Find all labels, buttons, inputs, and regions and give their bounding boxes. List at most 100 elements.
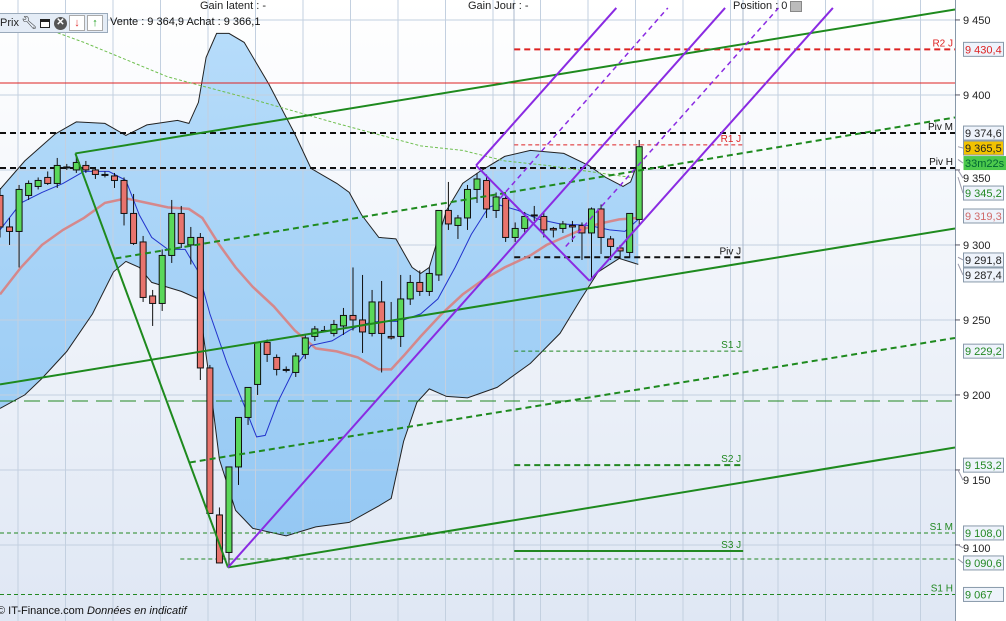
candle-body [568,224,576,228]
price-label-text: 9 430,4 [965,44,1002,56]
candle-body [53,164,61,184]
sell-arrow-down-icon[interactable]: ↓ [68,15,85,31]
wrench-icon[interactable]: 🔧︎ [20,15,38,30]
moving-average-long [0,197,639,371]
axis-tick-label: 9 150 [963,475,991,487]
candle-bullish [559,220,567,233]
bollinger-band-fill [0,33,639,536]
price-toolbar: Prix 🔧︎ ✕ ↓ ↑ [0,13,108,33]
candle-bullish [425,267,433,296]
footer: © IT-Finance.com Données en indicatif [0,605,187,617]
price-label-box [963,156,1006,171]
price-label-box [963,208,1004,224]
window-icon[interactable] [38,16,52,30]
level-label: S1 M [930,522,953,533]
candle-body [435,209,443,276]
candle-bearish [44,171,52,185]
price-label-pivot: 9 291,8 [963,252,1004,268]
price-label-box [963,555,1004,571]
price-label-text: 9 287,4 [965,270,1002,282]
price-label-box [963,343,1004,359]
candle-body [540,215,548,231]
pitchfork-line-solid [475,7,618,167]
candle-bullish [187,226,195,265]
level-label: S1 H [931,583,953,594]
gain-jour: Gain Jour : - [468,0,529,12]
candle-body [196,236,204,369]
candle-body [502,197,510,238]
price-label-pivot: 9 287,4 [963,267,1004,283]
candle-bullish [339,307,347,335]
candle-body [530,214,538,217]
price-label-text: 9 291,8 [965,255,1002,267]
axis-tick-label: 9 250 [963,315,991,327]
price-label-timer: 33m22s [963,156,1006,171]
candle-body [82,164,90,171]
price-label-ma: 9 319,3 [963,208,1004,224]
price-label-box [963,125,1004,141]
level-label: Piv M [928,122,953,133]
candle-bearish [502,193,510,242]
candle-body [263,341,271,355]
price-label-text: 9 067 [965,589,993,601]
candle-bullish [25,180,33,200]
level-label: S2 J [721,454,741,465]
candle-body [444,209,452,225]
candle-body [578,224,586,234]
price-label-support: 9 229,2 [963,343,1004,359]
price-label-text: 9 229,2 [965,346,1002,358]
candle-bullish [473,172,481,203]
candle-body [215,514,223,564]
candle-bearish [349,267,357,331]
price-label-text: 9 345,2 [965,188,1002,200]
axis-label-leader [957,558,964,564]
axis-label-leader [957,263,964,276]
candle-body [521,215,529,229]
price-label-text: 9 108,0 [965,528,1002,540]
candle-bearish [149,289,157,326]
price-label-resistance: 9 430,4 [963,41,1004,57]
buy-arrow-up-icon[interactable]: ↑ [86,15,103,31]
level-label: Piv H [929,157,953,168]
candle-bullish [244,386,252,425]
price-label-box [963,586,1004,602]
pitchfork-line-solid [588,7,834,282]
axis-tick-label: 9 200 [963,390,991,402]
candle-bullish [406,274,414,305]
candle-bullish [158,249,166,311]
candle-body [511,227,519,238]
candle-bearish [578,222,586,260]
price-label-text: 9 374,6 [965,128,1002,140]
price-label-box [963,525,1004,541]
candle-bearish [139,235,147,302]
candle-body [406,281,414,300]
expand-icon[interactable] [790,0,803,12]
toolbar-label: Prix [0,17,19,29]
candle-body [254,341,262,385]
candle-bullish [235,416,243,485]
candle-body [425,272,433,292]
candle-bearish [215,507,223,564]
candle-body [158,254,166,304]
price-label-box [963,267,1004,283]
candle-bullish [63,163,71,170]
candle-body [139,241,147,298]
candle-bearish [177,205,185,248]
plot-area[interactable]: R2 J Piv M R1 J Piv H Piv J S1 J S2 J S1 M S3 J S… [0,0,955,621]
candle-bearish [196,232,204,380]
candle-bullish [454,214,462,239]
trendline-solid [227,446,955,569]
candle-bullish [301,334,309,359]
level-label: R2 J [932,38,953,49]
axis-label-leader [957,469,964,481]
position: Position : 0 [733,0,803,12]
axis-tick-label: 9 300 [963,240,991,252]
close-icon[interactable]: ✕ [53,16,67,30]
gain-latent: Gain latent : - [200,0,267,12]
candle-bearish [549,226,557,238]
candle-body [44,176,52,184]
price-label-support: 9 345,2 [963,185,1004,201]
trendline-solid [0,227,955,386]
candle-bullish [511,222,519,242]
